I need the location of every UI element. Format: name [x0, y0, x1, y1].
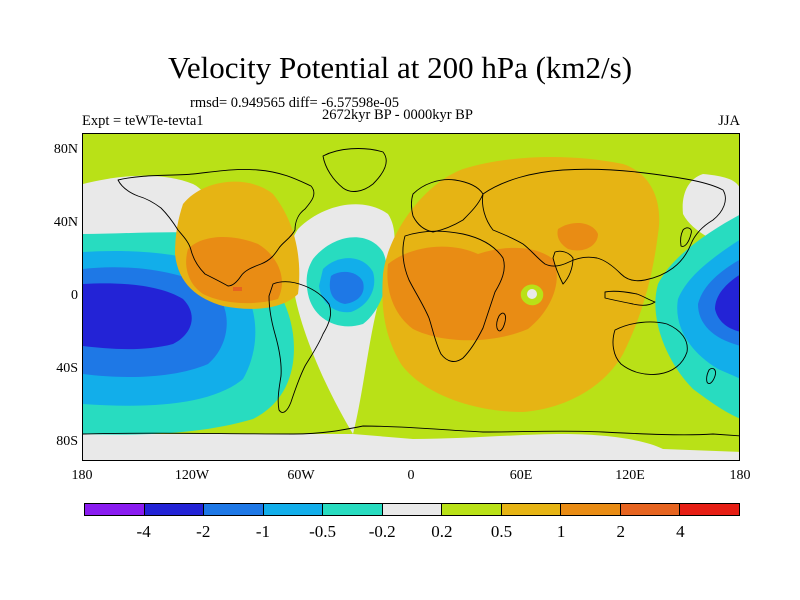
lon-label: 60E — [509, 468, 533, 483]
field-grey-pacific-north — [83, 175, 206, 240]
colorbar-label: 1 — [556, 522, 566, 541]
colorbar — [84, 503, 740, 516]
lat-label: 0 — [71, 288, 78, 303]
colorbar-segment — [680, 504, 740, 515]
lon-label: 120W — [174, 468, 210, 483]
period-text: 2672kyr BP - 0000kyr BP — [322, 107, 473, 123]
colorbar-segment — [144, 504, 205, 515]
lat-label: 80S — [56, 434, 78, 449]
colorbar-segment — [561, 504, 621, 515]
field-pos-2-asia — [557, 222, 598, 251]
colorbar-label: -4 — [136, 522, 151, 541]
colorbar-label: 2 — [616, 522, 625, 541]
coastline-greenland — [322, 148, 387, 192]
field-neg-4-west — [83, 283, 192, 350]
coastlines — [83, 148, 739, 437]
colorbar-segment — [620, 504, 681, 515]
colorbar-label: -0.5 — [309, 522, 336, 541]
lat-label: 80N — [53, 142, 78, 157]
field-neg-2-atlantic — [329, 271, 364, 304]
coastline-antarctica — [83, 425, 739, 437]
field-grey-indian — [527, 289, 537, 299]
colorbar-segment — [85, 504, 145, 515]
field-pos-2-africa — [387, 246, 557, 341]
colorbar-segment — [204, 504, 264, 515]
coastline-madagascar — [496, 312, 506, 332]
colorbar-label: -1 — [255, 522, 270, 541]
field-neg-4-east — [715, 275, 739, 332]
lon-label: 180 — [71, 468, 93, 483]
lat-label: 40S — [56, 361, 78, 376]
coastline-europe — [411, 179, 484, 233]
field-max-america — [233, 287, 242, 291]
colorbar-segment — [263, 504, 324, 515]
coastline-australia — [612, 321, 688, 375]
coastline-north-america — [117, 169, 315, 287]
colorbar-label: 0.2 — [431, 522, 453, 541]
lon-label: 60W — [287, 468, 315, 483]
lon-label: 120E — [615, 468, 645, 483]
coastline-asia — [482, 168, 726, 282]
coastline-indonesia — [604, 290, 656, 306]
velocity-potential-map — [83, 134, 739, 460]
coastline-africa — [402, 230, 505, 362]
colorbar-segment — [323, 504, 383, 515]
map-title: Velocity Potential at 200 hPa (km2/s) — [167, 50, 633, 85]
colorbar-label: -0.2 — [368, 522, 396, 541]
stats-text: rmsd= 0.949565 diff= -6.57598e-05 — [190, 95, 399, 111]
field-pos-2-america — [186, 237, 282, 304]
experiment-text: Expt = teWTe-tevta1 — [82, 113, 204, 129]
lon-label: 0 — [407, 468, 415, 483]
lat-label: 40N — [53, 215, 78, 230]
colorbar-label: -2 — [196, 522, 211, 541]
colorbar-label: 0.5 — [490, 522, 513, 541]
map-panel — [82, 133, 740, 461]
season-text: JJA — [718, 113, 740, 129]
coastline-south-america — [268, 281, 332, 413]
colorbar-label: 4 — [676, 522, 685, 541]
colorbar-segment — [382, 504, 443, 515]
colorbar-segment — [501, 504, 562, 515]
coastline-japan — [680, 227, 692, 247]
coastline-new-zealand — [706, 367, 716, 385]
field-grey-atlantic — [83, 204, 739, 460]
coastline-india — [552, 250, 574, 285]
colorbar-segment — [442, 504, 502, 515]
lon-label: 180 — [729, 468, 751, 483]
